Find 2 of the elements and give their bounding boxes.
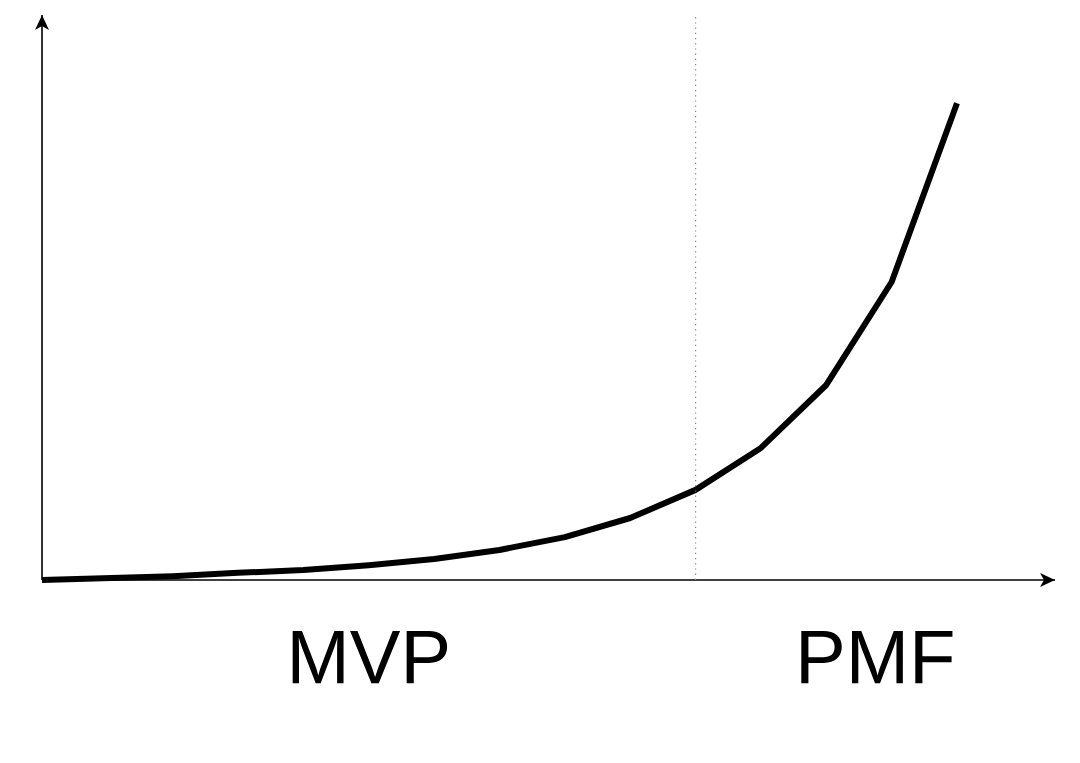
text: PMF [801, 631, 953, 684]
text: MVP [292, 631, 448, 684]
